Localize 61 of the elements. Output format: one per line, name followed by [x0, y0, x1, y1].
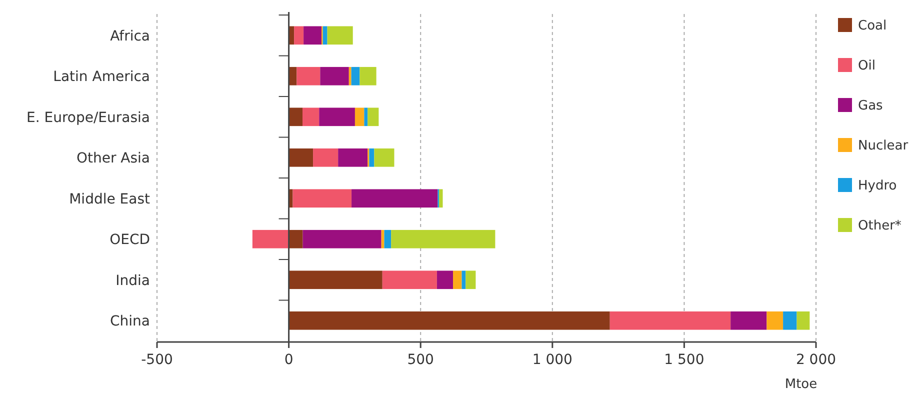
y-tick-label: Latin America [53, 69, 150, 86]
bar [302, 230, 382, 248]
x-tick-label: -500 [141, 352, 173, 368]
bar [302, 108, 320, 126]
bar [288, 270, 382, 290]
bar [439, 189, 443, 208]
bar [766, 311, 784, 330]
y-tick-label: Middle East [69, 191, 151, 208]
x-tick-label: 500 [407, 352, 434, 368]
bar [354, 108, 364, 126]
bar [313, 148, 338, 167]
bar [252, 230, 289, 248]
bar [322, 26, 328, 45]
bar [369, 148, 374, 167]
bar [453, 270, 462, 290]
legend-label: Coal [858, 18, 887, 34]
legend-label: Hydro [858, 178, 897, 194]
legend-label: Nuclear [858, 138, 909, 154]
bar [382, 270, 437, 290]
bar [462, 270, 466, 290]
y-tick-label: OECD [110, 232, 150, 248]
y-tick-label: Africa [110, 28, 150, 44]
legend-label: Oil [858, 58, 876, 74]
x-tick-label: 0 [284, 352, 294, 368]
bar [610, 311, 731, 330]
bar [360, 66, 376, 86]
x-tick-label: 1 000 [532, 352, 572, 368]
bar [296, 66, 320, 86]
bar [348, 66, 352, 86]
legend-label: Gas [858, 98, 884, 114]
y-tick-label: India [116, 272, 150, 289]
bar [288, 148, 314, 167]
bar [352, 189, 438, 208]
bar [351, 66, 360, 86]
y-tick-label: Other Asia [76, 150, 150, 167]
bar [796, 311, 810, 330]
y-tick-label: China [110, 314, 150, 330]
bar [304, 26, 322, 45]
bar [320, 66, 349, 86]
bar [288, 108, 303, 126]
bar [384, 230, 392, 248]
bar [288, 311, 610, 330]
x-tick-label: 1 500 [664, 352, 704, 368]
bar [466, 270, 476, 290]
bar [368, 108, 379, 126]
legend-label: Other* [858, 218, 902, 234]
bar [327, 26, 353, 45]
bar [294, 26, 304, 45]
bar [730, 311, 767, 330]
bar [292, 189, 352, 208]
bar [436, 270, 454, 290]
bar [364, 108, 368, 126]
x-axis-title: Mtoe [784, 377, 818, 392]
bar [374, 148, 394, 167]
bar [288, 230, 303, 248]
bar [338, 148, 368, 167]
bar [319, 108, 355, 126]
y-tick-label: E. Europe/Eurasia [26, 110, 150, 126]
bar [391, 230, 496, 248]
x-tick-label: 2 000 [796, 352, 836, 368]
bar [783, 311, 797, 330]
